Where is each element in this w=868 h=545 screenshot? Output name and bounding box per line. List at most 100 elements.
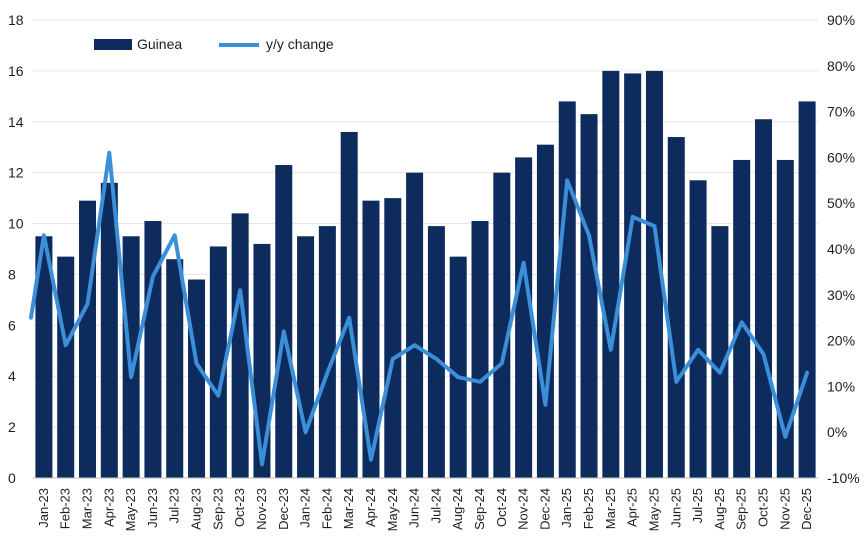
y2-tick-label: 0%: [827, 424, 847, 440]
bar-jun-23: [144, 221, 162, 478]
x-tick-label: Jun-25: [668, 488, 683, 528]
x-tick-label: Apr-23: [101, 488, 116, 527]
x-tick-label: May-24: [385, 488, 400, 531]
bar-may-25: [645, 70, 663, 478]
x-tick-label: Mar-25: [603, 488, 618, 529]
y2-tick-label: 50%: [827, 195, 855, 211]
bar-apr-24: [362, 200, 380, 478]
x-tick-label: Oct-24: [494, 488, 509, 527]
y2-tick-label: 60%: [827, 149, 855, 165]
x-tick-label: Dec-25: [799, 488, 814, 530]
x-tick-label: Jan-23: [36, 488, 51, 528]
line-yy-change: [29, 150, 810, 467]
bar-nov-25: [776, 159, 794, 478]
x-tick-label: May-25: [646, 488, 661, 531]
x-tick-label: Oct-23: [232, 488, 247, 527]
y-tick-label: 10: [8, 216, 24, 232]
x-tick-label: Jan-24: [298, 488, 313, 528]
bar-dec-25: [798, 101, 816, 478]
bar-oct-23: [231, 213, 249, 478]
bar-jan-23: [35, 236, 53, 478]
y2-tick-label: 70%: [827, 104, 855, 120]
gridlines: [33, 19, 818, 479]
x-tick-label: Aug-23: [189, 488, 204, 530]
bar-jan-24: [297, 236, 315, 478]
bar-mar-25: [602, 70, 620, 478]
y-tick-label: 4: [8, 368, 16, 384]
y2-tick-label: 90%: [827, 12, 855, 28]
x-tick-label: Dec-24: [537, 488, 552, 530]
x-tick-label: Sep-25: [734, 488, 749, 530]
x-tick-label: Jun-23: [145, 488, 160, 528]
bar-nov-24: [515, 157, 533, 478]
legend-label-yy-change: y/y change: [266, 36, 334, 52]
bar-sep-23: [209, 246, 227, 478]
bar-oct-24: [493, 172, 511, 478]
bar-feb-23: [57, 256, 75, 478]
x-tick-label: Mar-23: [80, 488, 95, 529]
x-tick-label: Feb-25: [581, 488, 596, 529]
y2-tick-label: -10%: [827, 470, 860, 486]
bar-series: [35, 70, 816, 479]
legend: Guinea y/y change: [94, 36, 334, 52]
bar-sep-24: [471, 221, 489, 478]
bar-dec-24: [536, 144, 554, 478]
x-tick-label: Aug-25: [712, 488, 727, 530]
bar-jul-24: [427, 226, 445, 478]
y2-tick-label: 20%: [827, 333, 855, 349]
bar-feb-25: [580, 114, 598, 479]
y2-tick-label: 10%: [827, 378, 855, 394]
bar-sep-25: [733, 159, 751, 478]
line-series: [29, 150, 810, 467]
legend-label-guinea: Guinea: [137, 36, 182, 52]
y-tick-label: 2: [8, 419, 16, 435]
bar-oct-25: [754, 119, 772, 478]
x-tick-label: Jun-24: [407, 488, 422, 528]
x-tick-label: Sep-24: [472, 488, 487, 530]
bar-nov-23: [253, 243, 271, 478]
bar-jun-24: [406, 172, 424, 478]
y-tick-label: 0: [8, 470, 16, 486]
bar-may-24: [384, 198, 402, 478]
x-tick-label: Jul-24: [428, 488, 443, 523]
y2-tick-label: 40%: [827, 241, 855, 257]
y-tick-label: 14: [8, 114, 24, 130]
x-tick-label: Feb-23: [58, 488, 73, 529]
x-axis: Jan-23 Feb-23 Mar-23 Apr-23 May-23 Jun-23 Jul-…: [33, 477, 818, 531]
y-tick-label: 18: [8, 12, 24, 28]
x-tick-label: Oct-25: [755, 488, 770, 527]
right-axis: -10% 0% 10% 20% 30% 40% 50% 60% 70% 80% 90%: [827, 12, 860, 486]
bar-apr-25: [624, 73, 642, 478]
x-tick-label: Sep-23: [210, 488, 225, 530]
x-tick-label: May-23: [123, 488, 138, 531]
x-tick-label: Nov-25: [777, 488, 792, 530]
bar-dec-23: [275, 165, 293, 479]
x-tick-label: Dec-23: [276, 488, 291, 530]
x-tick-label: Jan-25: [559, 488, 574, 528]
x-tick-label: Apr-24: [363, 488, 378, 527]
x-tick-label: Aug-24: [450, 488, 465, 530]
bar-feb-24: [318, 226, 336, 478]
y2-tick-label: 80%: [827, 58, 855, 74]
bar-jun-25: [667, 137, 685, 479]
x-tick-label: Jul-23: [167, 488, 182, 523]
bar-aug-24: [449, 256, 467, 478]
y-tick-label: 16: [8, 63, 24, 79]
left-axis: 0 2 4 6 8 10 12 14 16 18: [8, 12, 24, 486]
bar-apr-23: [100, 182, 118, 478]
x-tick-label: Mar-24: [341, 488, 356, 529]
bar-jul-23: [166, 259, 184, 478]
x-tick-label: Apr-25: [625, 488, 640, 527]
x-tick-label: Nov-23: [254, 488, 269, 530]
y-tick-label: 12: [8, 165, 24, 181]
x-tick-label: Feb-24: [319, 488, 334, 529]
bar-mar-23: [79, 200, 97, 478]
y-tick-label: 8: [8, 266, 16, 282]
bar-jan-25: [558, 101, 576, 478]
bar-jul-25: [689, 180, 707, 479]
bar-aug-25: [711, 226, 729, 478]
x-tick-label: Jul-25: [690, 488, 705, 523]
bar-aug-23: [188, 279, 206, 478]
